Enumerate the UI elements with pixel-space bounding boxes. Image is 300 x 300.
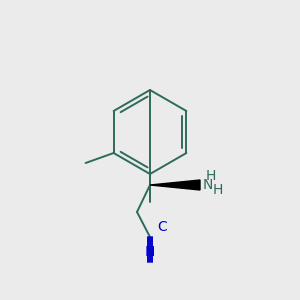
Text: N: N: [203, 178, 213, 192]
Text: N: N: [145, 245, 155, 259]
Text: H: H: [206, 169, 216, 183]
Polygon shape: [150, 180, 200, 190]
Text: H: H: [213, 183, 224, 197]
Text: C: C: [157, 220, 167, 234]
